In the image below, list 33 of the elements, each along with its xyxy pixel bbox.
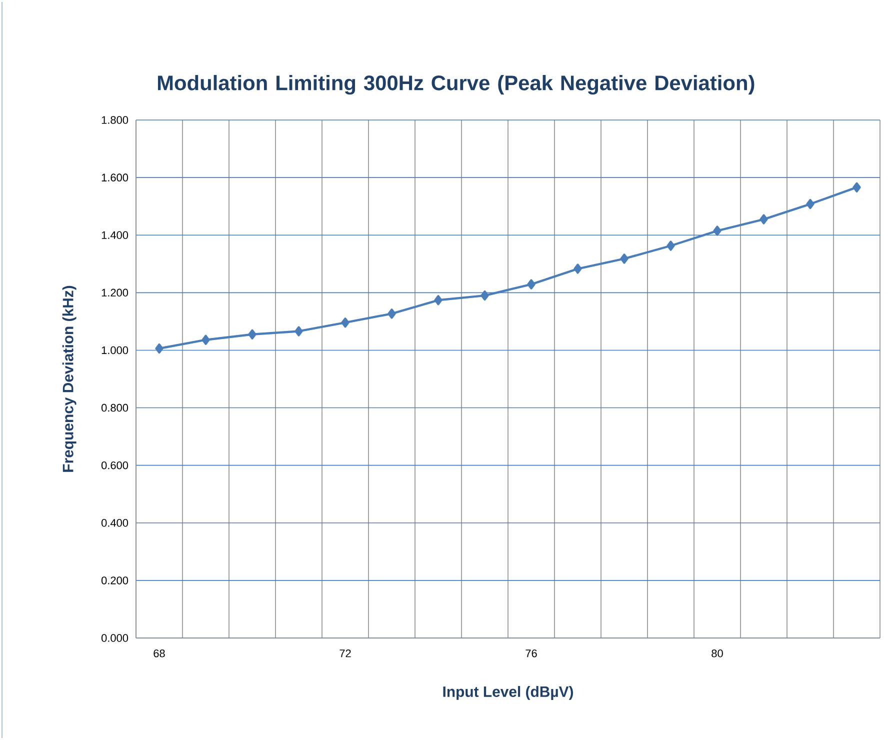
point bbox=[155, 343, 164, 354]
point bbox=[527, 279, 536, 290]
y-tick-label: 1.200 bbox=[102, 288, 128, 297]
y-tick-label: 1.800 bbox=[102, 116, 128, 124]
point bbox=[434, 295, 442, 306]
y-tick-label: 0.600 bbox=[101, 461, 128, 470]
point bbox=[388, 308, 396, 319]
point bbox=[760, 214, 768, 224]
y-tick-label: 0.000 bbox=[101, 634, 128, 642]
x-axis-title: Input Level (dBµV) bbox=[443, 686, 573, 700]
point bbox=[806, 198, 814, 210]
y-tick-label: 1.000 bbox=[102, 346, 128, 354]
chart-title: Modulation Limiting 300Hz Curve (Peak Negative Deviation) bbox=[158, 74, 754, 95]
x-tick-label: 72 bbox=[340, 650, 351, 658]
x-tick-label: 76 bbox=[526, 650, 537, 658]
x-tick-label: 80 bbox=[712, 650, 723, 658]
y-axis-title: Frequency Deviation (kHz) bbox=[62, 286, 76, 472]
y-tick-label: 0.400 bbox=[101, 519, 128, 527]
point bbox=[202, 334, 210, 345]
point bbox=[294, 326, 303, 336]
point bbox=[248, 329, 256, 340]
point bbox=[852, 182, 861, 192]
x-tick-label: 68 bbox=[154, 650, 165, 658]
point bbox=[620, 254, 628, 264]
point bbox=[480, 290, 489, 301]
point bbox=[713, 226, 722, 236]
y-tick-label: 1.400 bbox=[102, 231, 128, 239]
y-tick-label: 0.800 bbox=[101, 404, 128, 412]
point bbox=[666, 240, 675, 251]
y-tick-label: 0.200 bbox=[101, 576, 128, 584]
point bbox=[574, 264, 582, 274]
y-tick-label: 1.600 bbox=[102, 174, 128, 182]
point bbox=[341, 318, 350, 328]
